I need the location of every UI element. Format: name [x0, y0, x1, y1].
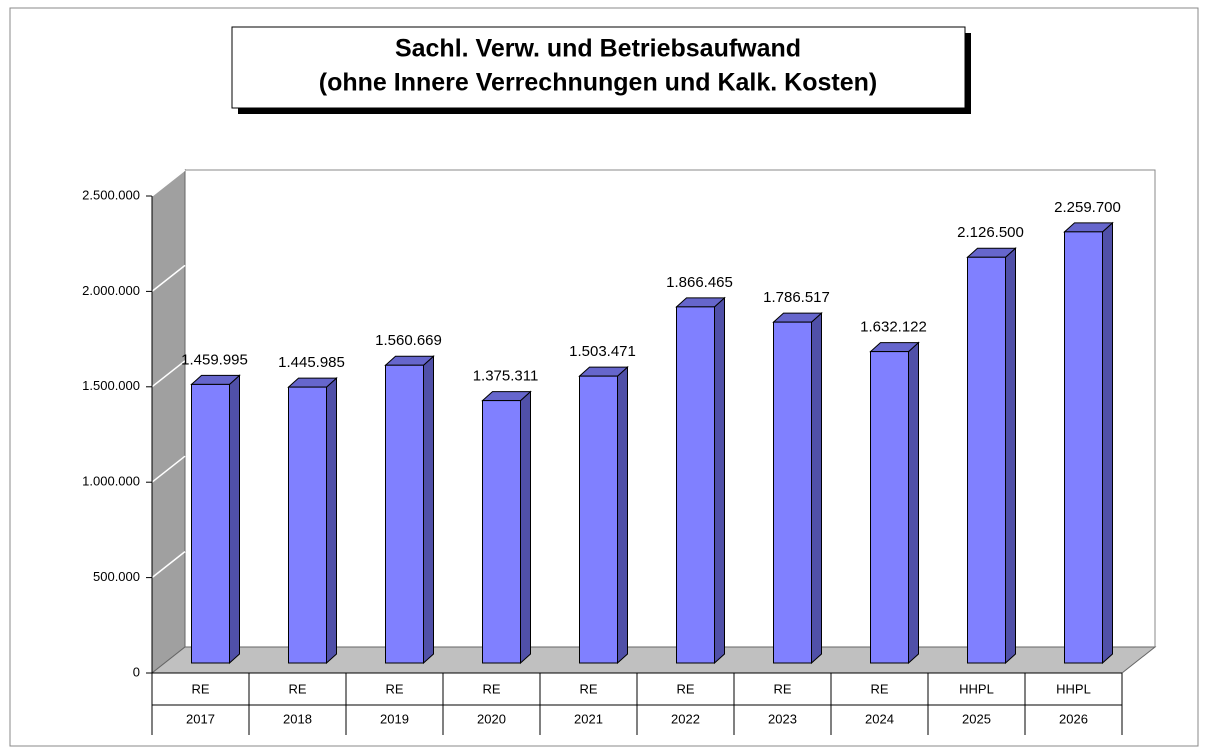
- x-tick-label: 2025: [962, 711, 991, 726]
- title-box: [231, 26, 966, 109]
- bar: [482, 400, 521, 664]
- x-tick-label: RE: [191, 681, 209, 696]
- bar-side: [1102, 221, 1113, 665]
- x-tick-label: RE: [870, 681, 888, 696]
- x-tick-label: RE: [676, 681, 694, 696]
- bar-side: [326, 376, 337, 665]
- bar: [288, 386, 327, 664]
- grid-line: [151, 264, 186, 292]
- y-tick-label: 500.000: [93, 569, 140, 584]
- value-label: 2.126.500: [957, 224, 1024, 241]
- bar-side: [423, 355, 434, 665]
- x-tick-label: 2021: [574, 711, 603, 726]
- x-tick-label: 2023: [768, 711, 797, 726]
- x-tick-label: 2022: [671, 711, 700, 726]
- side-wall: [151, 168, 186, 675]
- value-label: 2.259.700: [1054, 199, 1121, 216]
- x-tick-label: RE: [288, 681, 306, 696]
- bar: [676, 306, 715, 664]
- bar-side: [908, 341, 919, 665]
- value-label: 1.375.311: [473, 368, 539, 385]
- value-label: 1.445.985: [278, 354, 345, 371]
- x-tick-label: HHPL: [959, 681, 994, 696]
- y-tick-label: 2.500.000: [82, 187, 140, 202]
- value-label: 1.560.669: [375, 332, 442, 349]
- value-label: 1.866.465: [666, 274, 733, 291]
- y-tick-label: 0: [133, 664, 140, 679]
- value-label: 1.459.995: [181, 351, 248, 368]
- y-tick-label: 1.500.000: [82, 378, 140, 393]
- x-tick-label: 2024: [865, 711, 894, 726]
- x-tick-label: RE: [773, 681, 791, 696]
- x-tick-label: RE: [482, 681, 500, 696]
- bar: [870, 351, 909, 664]
- grid-line: [151, 455, 186, 483]
- bar-side: [1005, 247, 1016, 665]
- y-tick-label: 2.000.000: [82, 283, 140, 298]
- y-tick-label: 1.000.000: [82, 474, 140, 489]
- bar-side: [714, 296, 725, 665]
- x-tick-label: 2020: [477, 711, 506, 726]
- bar: [967, 256, 1006, 664]
- value-label: 1.632.122: [860, 319, 927, 336]
- x-tick-label: HHPL: [1056, 681, 1091, 696]
- bar-side: [520, 390, 531, 665]
- chart-title: Sachl. Verw. und Betriebsaufwand: [395, 35, 801, 63]
- grid-line: [151, 360, 186, 388]
- x-tick-label: 2018: [283, 711, 312, 726]
- bar: [191, 383, 230, 664]
- x-tick-label: RE: [579, 681, 597, 696]
- chart-title: (ohne Innere Verrechnungen und Kalk. Kos…: [319, 69, 877, 97]
- bar: [1064, 231, 1103, 664]
- x-tick-label: 2017: [186, 711, 215, 726]
- bar-side: [229, 374, 240, 665]
- x-tick-label: 2019: [380, 711, 409, 726]
- grid-line: [151, 169, 186, 197]
- bar: [773, 321, 812, 664]
- x-tick-label: RE: [385, 681, 403, 696]
- bar: [385, 364, 424, 664]
- x-tick-label: 2026: [1059, 711, 1088, 726]
- value-label: 1.786.517: [763, 289, 830, 306]
- bar-side: [811, 312, 822, 665]
- value-label: 1.503.471: [569, 343, 636, 360]
- grid-line: [151, 551, 186, 579]
- bar: [579, 375, 618, 664]
- bar-side: [617, 366, 628, 665]
